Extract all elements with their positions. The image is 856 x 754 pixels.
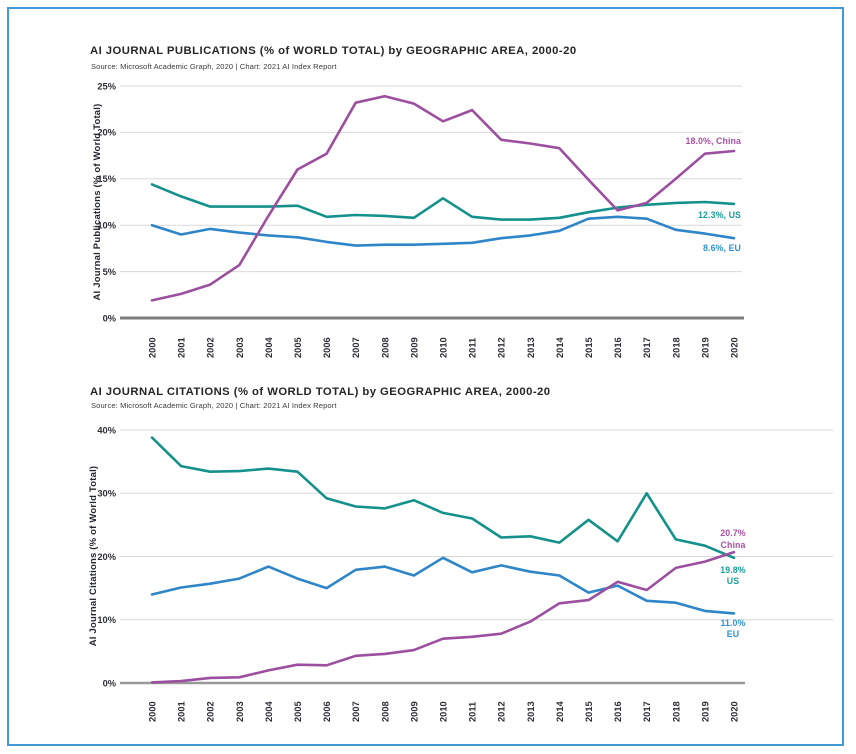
series-line-eu (150, 215, 736, 247)
x-tick-label: 2006 (322, 337, 332, 358)
y-tick-label: 40% (97, 425, 116, 435)
y-tick-label: 0% (103, 678, 117, 688)
series-line-china (150, 94, 736, 302)
x-tick-label: 2001 (177, 337, 187, 358)
x-tick-label: 2007 (351, 701, 361, 722)
publications-chart: 0% 5% 10% 15% 20% 25% 2000 2001 2002 2003 2004 2005… (92, 81, 744, 358)
x-tick-label: 2018 (671, 337, 681, 358)
end-label-us: 12.3%, US (698, 210, 741, 220)
x-tick-label: 2009 (409, 337, 419, 358)
end-label-us: 19.8% (720, 565, 746, 575)
y-axis-title: AI Journal Publications (% of World Tota… (92, 104, 103, 301)
series-line-china (150, 550, 736, 684)
x-tick-label: 2009 (409, 701, 419, 722)
x-tick-label: 2005 (293, 701, 303, 722)
x-tick-label: 2011 (468, 702, 478, 722)
x-tick-label: 2014 (555, 700, 565, 722)
end-label-china: China (721, 540, 746, 550)
x-tick-label: 2010 (439, 701, 449, 722)
x-tick-label: 2016 (613, 701, 623, 722)
y-tick-label: 30% (97, 489, 116, 499)
y-tick-label: 10% (97, 615, 116, 625)
y-tick-label: 5% (103, 267, 117, 277)
chart2-source: Source: Microsoft Academic Graph, 2020 |… (91, 401, 337, 410)
end-label-eu: 11.0% (721, 618, 746, 628)
end-label-eu: EU (727, 629, 739, 639)
x-tick-label: 2004 (264, 700, 274, 722)
x-tick-label: 2000 (148, 701, 158, 722)
end-label-eu: 8.6%, EU (703, 243, 741, 253)
y-axis-title: AI Journal Citations (% of World Total) (88, 466, 99, 647)
x-tick-label: 2012 (497, 337, 507, 358)
x-tick-label: 2002 (206, 701, 216, 722)
x-tick-label: 2019 (700, 701, 710, 722)
x-tick-label: 2007 (351, 337, 361, 358)
chart1-source: Source: Microsoft Academic Graph, 2020 |… (91, 62, 337, 71)
y-tick-label: 20% (97, 128, 116, 138)
x-tick-label: 2003 (235, 701, 245, 722)
end-label-us: US (727, 576, 739, 586)
x-tick-label: 2019 (700, 337, 710, 358)
x-tick-label: 2012 (497, 701, 507, 722)
x-tick-label: 2020 (730, 337, 740, 358)
y-tick-label: 20% (97, 552, 116, 562)
series-line-eu (150, 556, 736, 615)
end-label-china: 18.0%, China (686, 136, 741, 146)
x-tick-label: 2004 (264, 336, 274, 358)
x-tick-label: 2002 (206, 337, 216, 358)
chart2-title: AI JOURNAL CITATIONS (% of WORLD TOTAL) … (90, 386, 551, 398)
citations-chart: 0% 10% 20% 30% 40% 2000 2001 2002 2003 2004 2005 20… (88, 425, 833, 722)
y-tick-label: 15% (97, 174, 116, 184)
x-tick-label: 2010 (439, 337, 449, 358)
x-tick-label: 2014 (555, 336, 565, 358)
x-tick-label: 2013 (526, 337, 536, 358)
x-tick-label: 2005 (293, 337, 303, 358)
end-label-china: 20.7% (720, 528, 746, 538)
chart1-title: AI JOURNAL PUBLICATIONS (% of WORLD TOTA… (90, 45, 577, 57)
x-tick-label: 2017 (642, 337, 652, 358)
x-tick-label: 2015 (584, 701, 594, 722)
y-tick-label: 25% (97, 81, 116, 91)
x-tick-label: 2008 (380, 337, 390, 358)
y-tick-label: 0% (103, 313, 117, 323)
x-tick-label: 2011 (468, 338, 478, 358)
x-tick-label: 2015 (584, 337, 594, 358)
x-tick-label: 2020 (730, 701, 740, 722)
x-tick-label: 2008 (380, 701, 390, 722)
x-tick-label: 2018 (671, 701, 681, 722)
x-tick-label: 2013 (526, 701, 536, 722)
x-tick-label: 2000 (148, 337, 158, 358)
page-border (7, 7, 844, 746)
x-tick-label: 2006 (322, 701, 332, 722)
x-tick-label: 2003 (235, 337, 245, 358)
y-tick-label: 10% (97, 221, 116, 231)
series-line-us (150, 436, 736, 560)
x-tick-label: 2017 (642, 701, 652, 722)
x-tick-label: 2016 (613, 337, 623, 358)
x-tick-label: 2001 (177, 701, 187, 722)
